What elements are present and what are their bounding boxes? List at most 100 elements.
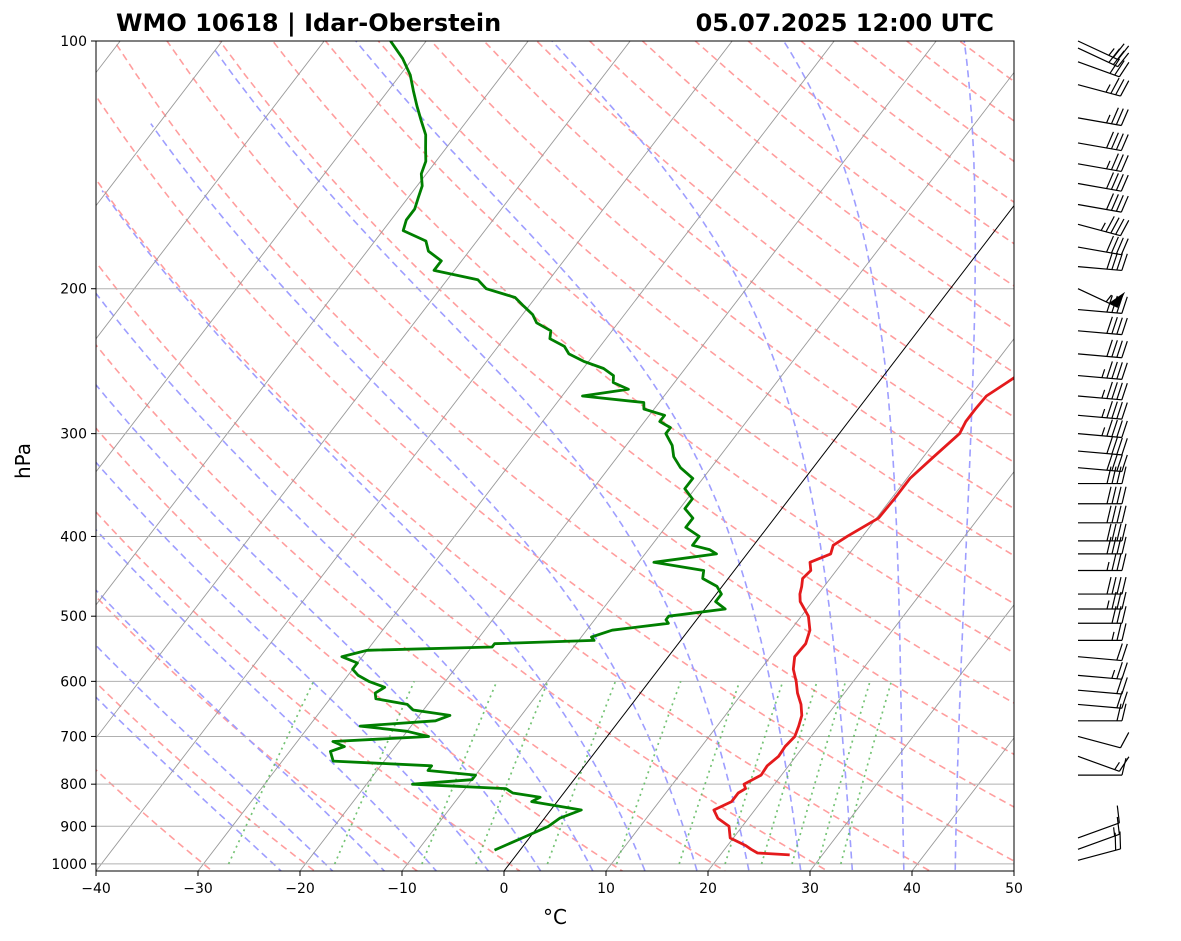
barb-pennant <box>1108 291 1126 308</box>
barb-shaft <box>1077 656 1122 662</box>
mixing-ratio-line <box>475 681 549 865</box>
x-tick-label: 30 <box>801 881 819 897</box>
barb-flag <box>1116 486 1122 504</box>
temperature-line <box>712 376 1014 857</box>
barb-shaft <box>1077 755 1120 772</box>
mixing-ratio-line <box>791 681 847 865</box>
wind-barb <box>1078 466 1127 485</box>
isotherm <box>96 41 325 340</box>
barb-flag <box>1111 486 1117 504</box>
x-tick-label: 40 <box>903 881 921 897</box>
barb-shaft <box>1077 40 1119 61</box>
isotherm <box>197 41 835 871</box>
barb-flag <box>1116 643 1123 661</box>
wind-barb <box>1077 419 1128 439</box>
wind-barb <box>1077 643 1128 662</box>
barb-shaft <box>1077 703 1122 709</box>
barb-flag <box>1115 133 1124 150</box>
isotherm <box>96 41 223 207</box>
barb-flag <box>1116 401 1123 419</box>
barb-flag <box>1106 453 1113 471</box>
wind-barb <box>1078 536 1127 555</box>
barb-half-flag <box>1106 561 1110 571</box>
barb-flag <box>1116 703 1122 721</box>
y-tick-label: 700 <box>60 729 87 745</box>
barb-shaft <box>1077 47 1119 68</box>
barb-flag <box>1111 523 1117 542</box>
dry-adiabat <box>430 41 1014 510</box>
barb-flag <box>1111 576 1117 595</box>
y-tick-label: 300 <box>60 427 87 443</box>
isotherm <box>605 337 1014 871</box>
x-tick-label: −30 <box>183 881 213 897</box>
barb-flag <box>1119 831 1122 849</box>
barb-shaft <box>1077 266 1122 272</box>
barb-flag <box>1106 252 1113 270</box>
barb-flag <box>1106 193 1115 210</box>
barb-flag <box>1106 361 1113 379</box>
barb-flag <box>1105 216 1115 233</box>
isotherms <box>96 41 1014 871</box>
wind-barb <box>1077 436 1128 456</box>
barb-flag <box>1121 536 1127 555</box>
moist-adiabat <box>96 589 386 871</box>
x-axis-label: °C <box>543 905 567 929</box>
barb-shaft <box>1077 330 1122 336</box>
barb-shaft <box>1077 433 1122 439</box>
isotherm <box>299 41 937 871</box>
barb-flag <box>1106 339 1113 357</box>
barb-flag <box>1115 174 1124 191</box>
barb-shaft <box>1077 374 1122 380</box>
x-tick-label: −10 <box>387 881 417 897</box>
barb-flag <box>1115 79 1125 96</box>
wind-barb <box>1077 732 1130 749</box>
wind-barb <box>1077 805 1120 839</box>
barb-flag <box>1106 401 1113 419</box>
barb-flag <box>1116 340 1123 358</box>
wind-barb <box>1078 523 1127 542</box>
barb-flag <box>1121 523 1127 542</box>
dry-adiabat <box>272 41 1014 654</box>
barb-flag <box>1106 381 1113 399</box>
barb-shaft <box>1077 822 1120 839</box>
barb-half-flag <box>1106 114 1111 124</box>
barb-flag <box>1121 623 1127 641</box>
barb-flag <box>1117 52 1130 68</box>
barb-flag <box>1112 43 1125 58</box>
moist-adiabat <box>150 123 698 871</box>
barb-flag <box>1116 454 1123 472</box>
barb-flag <box>1106 316 1113 334</box>
barb-flag <box>1116 437 1123 455</box>
barb-flag <box>1115 154 1124 171</box>
wind-barb <box>1077 453 1128 473</box>
wind-barb <box>1077 381 1128 401</box>
y-axis-label: hPa <box>11 443 35 479</box>
barb-flag <box>1106 436 1113 454</box>
wind-barb <box>1078 486 1127 505</box>
dry-adiabat <box>324 41 1014 605</box>
barb-flag <box>1111 466 1117 484</box>
barb-half-flag <box>1101 427 1106 436</box>
mixing-ratio-line <box>333 681 415 865</box>
wind-barb <box>1077 252 1128 272</box>
barb-flag <box>1121 438 1128 456</box>
barb-flag <box>1106 466 1112 484</box>
moist-adiabat <box>96 696 283 871</box>
wind-barb <box>1077 361 1128 380</box>
barb-flag <box>1106 536 1112 555</box>
barb-flag <box>1110 236 1119 254</box>
barb-flag <box>1106 523 1112 542</box>
barb-shaft <box>1077 142 1122 152</box>
y-tick-label: 800 <box>60 777 87 793</box>
barb-flag <box>1119 732 1130 749</box>
wind-barb <box>1077 40 1130 61</box>
barb-flag <box>1109 58 1121 74</box>
barb-flag <box>1120 134 1129 151</box>
barb-flag <box>1111 317 1118 334</box>
barb-shaft <box>1077 833 1120 850</box>
dry-adiabat <box>483 41 1014 464</box>
barb-flag <box>1121 606 1127 624</box>
dry-adiabat <box>96 681 317 871</box>
wind-barb <box>1077 339 1128 359</box>
